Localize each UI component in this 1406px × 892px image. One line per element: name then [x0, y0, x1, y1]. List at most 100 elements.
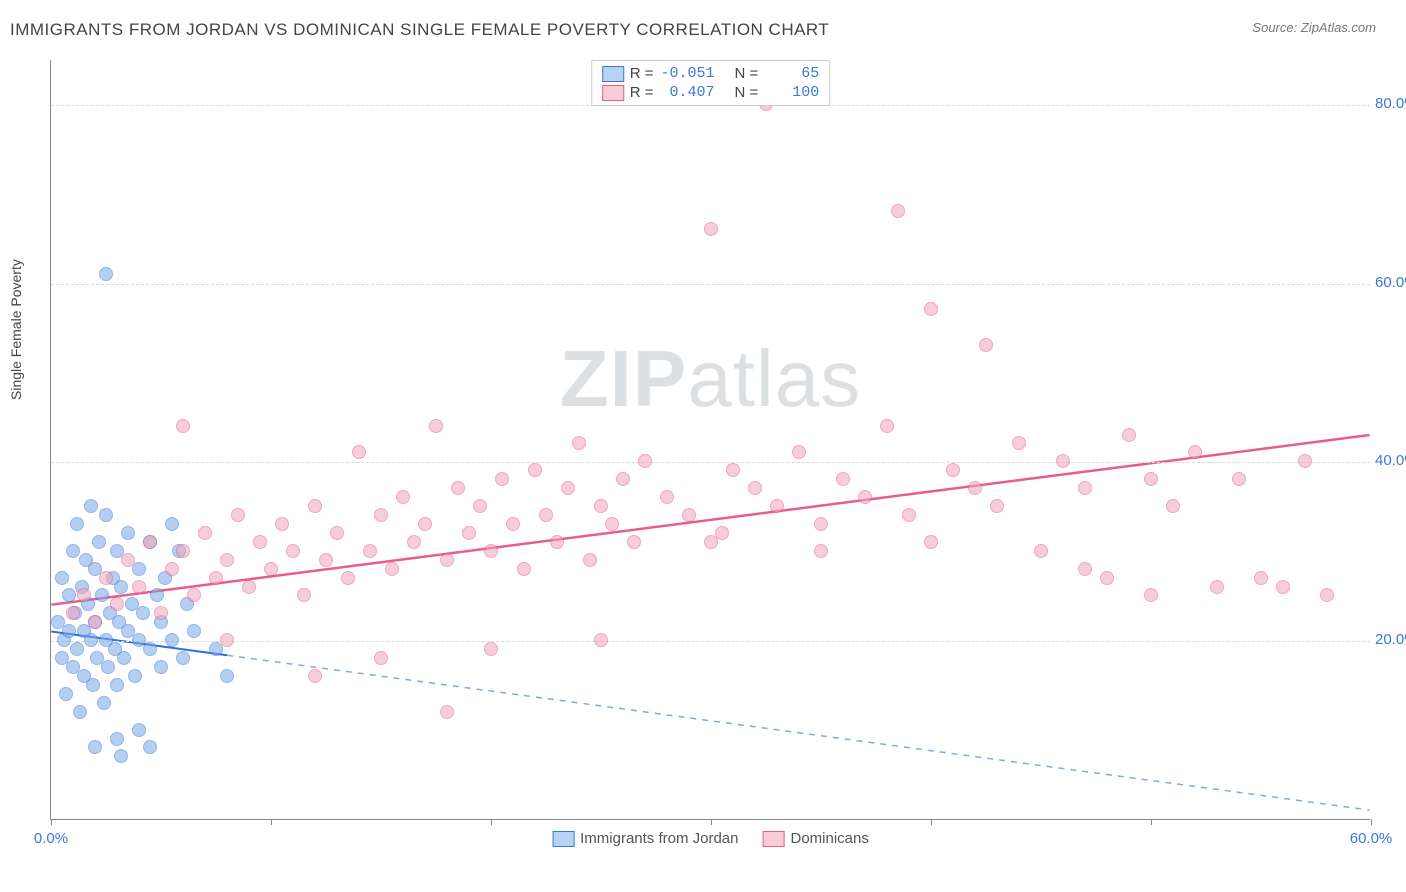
data-point — [136, 606, 150, 620]
data-point — [418, 517, 432, 531]
trend-line-extrapolated — [227, 655, 1369, 810]
data-point — [726, 463, 740, 477]
gridline — [51, 641, 1370, 642]
data-point — [73, 705, 87, 719]
data-point — [407, 535, 421, 549]
gridline — [51, 462, 1370, 463]
legend-series: Immigrants from Jordan Dominicans — [552, 830, 869, 847]
data-point — [429, 419, 443, 433]
x-tick-label: 60.0% — [1350, 830, 1393, 847]
data-point — [132, 562, 146, 576]
data-point — [319, 553, 333, 567]
legend-series-item: Immigrants from Jordan — [552, 830, 738, 847]
data-point — [682, 508, 696, 522]
data-point — [1298, 454, 1312, 468]
data-point — [88, 740, 102, 754]
data-point — [99, 508, 113, 522]
data-point — [1078, 481, 1092, 495]
data-point — [114, 749, 128, 763]
y-tick-label: 80.0% — [1375, 95, 1406, 112]
chart-plot-area: ZIPatlas R = -0.051 N = 65 R = 0.407 N =… — [50, 60, 1370, 820]
data-point — [220, 669, 234, 683]
data-point — [858, 490, 872, 504]
data-point — [627, 535, 641, 549]
data-point — [616, 472, 630, 486]
x-tick — [931, 819, 932, 825]
data-point — [814, 544, 828, 558]
r-value: -0.051 — [660, 65, 715, 82]
data-point — [143, 740, 157, 754]
data-point — [1188, 445, 1202, 459]
data-point — [594, 633, 608, 647]
data-point — [1320, 588, 1334, 602]
data-point — [297, 588, 311, 602]
data-point — [110, 678, 124, 692]
data-point — [1034, 544, 1048, 558]
source-attribution: Source: ZipAtlas.com — [1252, 20, 1376, 35]
data-point — [605, 517, 619, 531]
data-point — [1100, 571, 1114, 585]
legend-stats-row: R = 0.407 N = 100 — [602, 84, 820, 101]
chart-header: IMMIGRANTS FROM JORDAN VS DOMINICAN SING… — [10, 20, 1396, 50]
r-label: R = — [630, 65, 654, 82]
data-point — [187, 588, 201, 602]
data-point — [154, 660, 168, 674]
data-point — [770, 499, 784, 513]
data-point — [979, 338, 993, 352]
data-point — [792, 445, 806, 459]
data-point — [132, 723, 146, 737]
data-point — [99, 571, 113, 585]
r-value: 0.407 — [660, 84, 715, 101]
data-point — [110, 732, 124, 746]
data-point — [638, 454, 652, 468]
data-point — [143, 535, 157, 549]
data-point — [880, 419, 894, 433]
data-point — [550, 535, 564, 549]
data-point — [308, 669, 322, 683]
data-point — [220, 633, 234, 647]
data-point — [1210, 580, 1224, 594]
legend-series-item: Dominicans — [763, 830, 869, 847]
watermark-bold: ZIP — [560, 334, 687, 423]
data-point — [1232, 472, 1246, 486]
data-point — [70, 517, 84, 531]
data-point — [165, 633, 179, 647]
data-point — [506, 517, 520, 531]
legend-swatch-icon — [602, 85, 624, 101]
data-point — [55, 571, 69, 585]
data-point — [462, 526, 476, 540]
data-point — [1056, 454, 1070, 468]
data-point — [176, 419, 190, 433]
data-point — [286, 544, 300, 558]
data-point — [84, 499, 98, 513]
data-point — [165, 562, 179, 576]
legend-swatch-icon — [552, 831, 574, 847]
data-point — [561, 481, 575, 495]
data-point — [253, 535, 267, 549]
data-point — [374, 508, 388, 522]
x-tick — [1371, 819, 1372, 825]
y-tick-label: 20.0% — [1375, 631, 1406, 648]
data-point — [187, 624, 201, 638]
data-point — [59, 687, 73, 701]
data-point — [495, 472, 509, 486]
legend-swatch-icon — [602, 66, 624, 82]
data-point — [121, 553, 135, 567]
data-point — [154, 606, 168, 620]
data-point — [165, 517, 179, 531]
data-point — [704, 535, 718, 549]
data-point — [473, 499, 487, 513]
watermark: ZIPatlas — [560, 333, 861, 425]
data-point — [66, 544, 80, 558]
data-point — [660, 490, 674, 504]
data-point — [484, 544, 498, 558]
data-point — [902, 508, 916, 522]
data-point — [1078, 562, 1092, 576]
data-point — [517, 562, 531, 576]
data-point — [308, 499, 322, 513]
data-point — [121, 526, 135, 540]
data-point — [198, 526, 212, 540]
data-point — [114, 580, 128, 594]
data-point — [440, 705, 454, 719]
data-point — [924, 535, 938, 549]
